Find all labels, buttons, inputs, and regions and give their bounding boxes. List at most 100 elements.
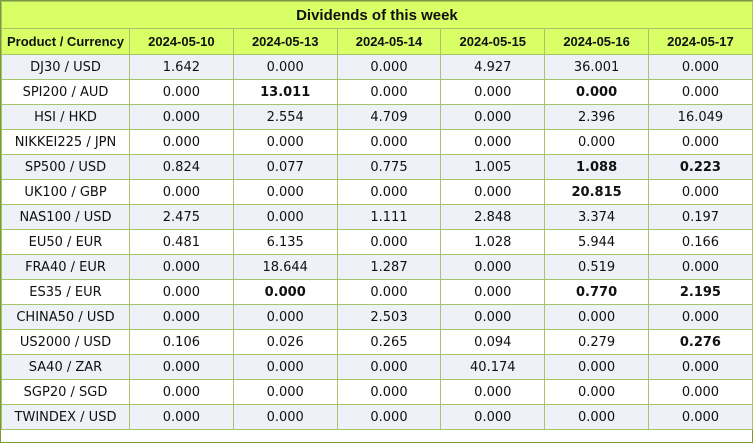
dividend-value-cell: 0.000 [336, 379, 442, 405]
dividend-value-cell: 4.709 [336, 104, 442, 130]
dividend-value-cell: 0.000 [647, 379, 753, 405]
dividend-value-cell: 1.088 [544, 154, 649, 180]
column-header-date: 2024-05-14 [336, 28, 442, 55]
dividend-value-cell: 0.000 [336, 279, 442, 305]
dividend-value-cell: 0.000 [129, 104, 234, 130]
table-row: SPI200 / AUD 0.000 13.011 0.000 0.000 0.000 0.… [1, 79, 753, 105]
table-row: SP500 / USD 0.824 0.077 0.775 1.005 1.088 0.22… [1, 154, 753, 180]
dividend-value-cell: 0.000 [336, 229, 442, 255]
dividend-value-cell: 40.174 [440, 354, 546, 380]
dividend-value-cell: 0.000 [544, 79, 649, 105]
dividend-value-cell: 0.000 [647, 254, 753, 280]
dividend-value-cell: 20.815 [544, 179, 649, 205]
dividend-value-cell: 0.000 [129, 379, 234, 405]
product-cell: NIKKEI225 / JPN [1, 129, 130, 155]
column-header-date: 2024-05-13 [232, 28, 338, 55]
dividend-value-cell: 0.000 [232, 54, 338, 80]
dividend-value-cell: 1.287 [336, 254, 442, 280]
dividend-value-cell: 3.374 [544, 204, 649, 230]
dividend-value-cell: 0.000 [232, 204, 338, 230]
dividend-value-cell: 0.223 [647, 154, 753, 180]
dividend-value-cell: 0.770 [544, 279, 649, 305]
dividend-value-cell: 0.000 [129, 404, 234, 430]
dividend-value-cell: 0.276 [647, 329, 753, 355]
dividend-value-cell: 0.000 [544, 304, 649, 330]
product-cell: ES35 / EUR [1, 279, 130, 305]
table-row: SA40 / ZAR 0.000 0.000 0.000 40.174 0.000 0.00… [1, 354, 753, 380]
dividend-value-cell: 0.000 [336, 79, 442, 105]
dividend-value-cell: 0.000 [440, 104, 546, 130]
dividend-value-cell: 0.000 [544, 129, 649, 155]
dividend-value-cell: 1.642 [129, 54, 234, 80]
dividend-value-cell: 0.279 [544, 329, 649, 355]
dividend-value-cell: 36.001 [544, 54, 649, 80]
dividend-value-cell: 1.005 [440, 154, 546, 180]
dividend-value-cell: 0.000 [544, 354, 649, 380]
column-header-date: 2024-05-16 [544, 28, 649, 55]
dividend-value-cell: 0.000 [336, 129, 442, 155]
table-row: HSI / HKD 0.000 2.554 4.709 0.000 2.396 16.049 [1, 104, 753, 130]
table-row: DJ30 / USD 1.642 0.000 0.000 4.927 36.001 0.00… [1, 54, 753, 80]
dividend-value-cell: 1.111 [336, 204, 442, 230]
dividend-value-cell: 4.927 [440, 54, 546, 80]
dividend-value-cell: 0.000 [440, 304, 546, 330]
dividend-value-cell: 2.195 [647, 279, 753, 305]
product-cell: NAS100 / USD [1, 204, 130, 230]
column-header-date: 2024-05-10 [129, 28, 234, 55]
dividend-value-cell: 0.000 [129, 279, 234, 305]
dividend-value-cell: 16.049 [647, 104, 753, 130]
dividend-value-cell: 0.166 [647, 229, 753, 255]
dividend-value-cell: 2.848 [440, 204, 546, 230]
table-row: NAS100 / USD 2.475 0.000 1.111 2.848 3.374 0.1… [1, 204, 753, 230]
table-row: TWINDEX / USD 0.000 0.000 0.000 0.000 0.000 0.… [1, 404, 753, 430]
dividend-value-cell: 0.000 [440, 254, 546, 280]
dividend-value-cell: 0.481 [129, 229, 234, 255]
dividend-value-cell: 13.011 [232, 79, 338, 105]
dividend-value-cell: 0.000 [440, 404, 546, 430]
dividends-table: Dividends of this week Product / Currenc… [1, 1, 753, 430]
dividend-value-cell: 0.000 [544, 404, 649, 430]
table-title: Dividends of this week [1, 1, 753, 29]
dividend-value-cell: 18.644 [232, 254, 338, 280]
product-cell: DJ30 / USD [1, 54, 130, 80]
dividend-value-cell: 0.000 [440, 129, 546, 155]
table-row: US2000 / USD 0.106 0.026 0.265 0.094 0.279 0.2… [1, 329, 753, 355]
dividend-value-cell: 0.000 [232, 354, 338, 380]
dividend-value-cell: 0.000 [647, 304, 753, 330]
dividend-value-cell: 0.000 [129, 304, 234, 330]
dividend-value-cell: 0.000 [129, 354, 234, 380]
dividend-value-cell: 0.000 [336, 54, 442, 80]
product-cell: FRA40 / EUR [1, 254, 130, 280]
dividend-value-cell: 0.775 [336, 154, 442, 180]
table-row: NIKKEI225 / JPN 0.000 0.000 0.000 0.000 0.000… [1, 129, 753, 155]
dividend-value-cell: 0.000 [232, 379, 338, 405]
column-header-row: Product / Currency 2024-05-10 2024-05-13… [1, 28, 753, 55]
dividend-value-cell: 0.077 [232, 154, 338, 180]
product-cell: SA40 / ZAR [1, 354, 130, 380]
dividend-value-cell: 0.094 [440, 329, 546, 355]
dividend-value-cell: 0.000 [336, 179, 442, 205]
table-row: FRA40 / EUR 0.000 18.644 1.287 0.000 0.519 0.0… [1, 254, 753, 280]
dividend-value-cell: 2.475 [129, 204, 234, 230]
table-row: EU50 / EUR 0.481 6.135 0.000 1.028 5.944 0.166 [1, 229, 753, 255]
dividend-value-cell: 0.000 [647, 354, 753, 380]
dividend-value-cell: 0.026 [232, 329, 338, 355]
dividend-value-cell: 0.000 [336, 354, 442, 380]
table-row: UK100 / GBP 0.000 0.000 0.000 0.000 20.815 0.0… [1, 179, 753, 205]
table-row: ES35 / EUR 0.000 0.000 0.000 0.000 0.770 2.195 [1, 279, 753, 305]
dividend-value-cell: 0.197 [647, 204, 753, 230]
dividend-value-cell: 2.554 [232, 104, 338, 130]
dividend-value-cell: 6.135 [232, 229, 338, 255]
dividend-value-cell: 0.000 [129, 129, 234, 155]
dividend-value-cell: 0.824 [129, 154, 234, 180]
dividend-value-cell: 0.000 [440, 379, 546, 405]
table-body: DJ30 / USD 1.642 0.000 0.000 4.927 36.001 0.00… [1, 54, 753, 430]
product-cell: SGP20 / SGD [1, 379, 130, 405]
dividend-value-cell: 2.396 [544, 104, 649, 130]
table-row: CHINA50 / USD 0.000 0.000 2.503 0.000 0.000 0.… [1, 304, 753, 330]
dividend-value-cell: 0.000 [440, 79, 546, 105]
product-cell: SPI200 / AUD [1, 79, 130, 105]
dividend-value-cell: 0.000 [232, 279, 338, 305]
dividend-value-cell: 0.000 [232, 179, 338, 205]
product-cell: US2000 / USD [1, 329, 130, 355]
